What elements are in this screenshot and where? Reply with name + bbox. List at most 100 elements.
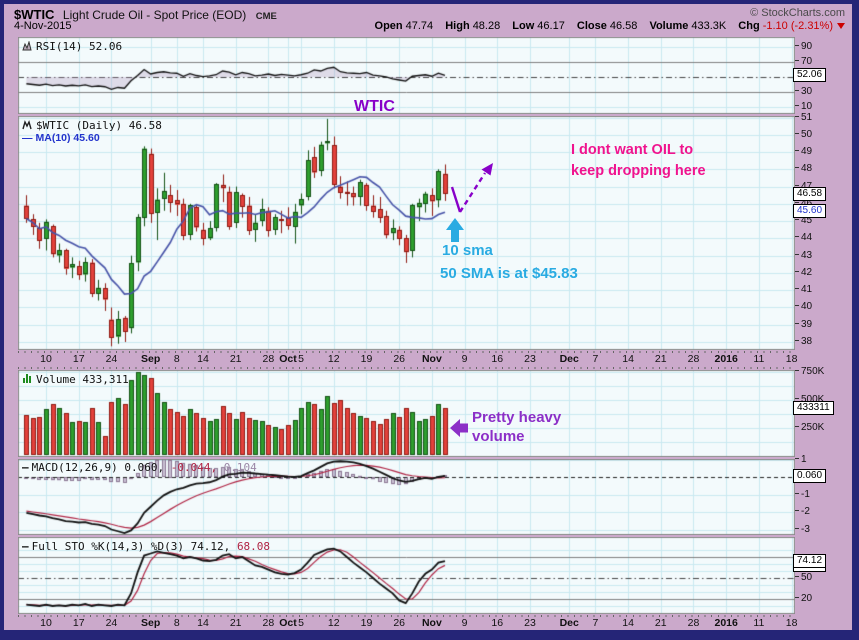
x-axis-label: 21 xyxy=(654,353,667,365)
chg-label: Chg xyxy=(738,20,760,32)
y-axis-tick: 42 xyxy=(795,267,812,279)
x-axis-label: 28 xyxy=(262,353,275,365)
x-axis-label: 11 xyxy=(753,353,765,365)
x-axis-label: 2016 xyxy=(714,353,738,365)
x-axis-label: 26 xyxy=(393,617,406,629)
x-axis-label: 21 xyxy=(654,617,667,629)
y-axis-tick: 70 xyxy=(795,56,812,68)
y-axis-tick: 46 xyxy=(795,198,812,210)
x-axis-label: 10 xyxy=(40,353,52,365)
x-axis-label: Sep xyxy=(141,353,161,365)
open-value: 47.74 xyxy=(405,20,434,32)
low-label: Low xyxy=(512,20,535,32)
x-axis-label: 7 xyxy=(592,617,599,629)
annotation-pink-line1: I dont want OIL to xyxy=(571,142,694,158)
y-axis-tick: 51 xyxy=(795,112,812,124)
x-axis-label: 28 xyxy=(262,617,275,629)
y-axis-tick: 750K xyxy=(795,366,824,378)
ma-line-sample: — xyxy=(22,132,33,144)
rsi-chart-icon xyxy=(22,40,32,51)
annotation-10sma: 10 sma xyxy=(442,242,493,259)
current-value-box: 45.60 xyxy=(793,203,827,218)
chart-title-row: $WTIC Light Crude Oil - Spot Price (EOD)… xyxy=(14,6,848,22)
low-value: 46.17 xyxy=(537,20,565,32)
x-axis-label: Dec xyxy=(559,617,579,629)
x-axis-label: Nov xyxy=(421,617,442,629)
price-chart-icon xyxy=(22,120,32,130)
change-down-triangle-icon xyxy=(837,23,845,29)
volume-panel-canvas xyxy=(18,370,795,457)
y-axis-tick: -1 xyxy=(795,489,810,501)
current-value-box: 433311 xyxy=(793,400,834,415)
y-axis-tick: 43 xyxy=(795,250,812,262)
x-axis-label: 11 xyxy=(753,617,765,629)
x-axis-label: 9 xyxy=(461,617,468,629)
chart-date: 4-Nov-2015 xyxy=(14,20,72,32)
current-value-box: 0.060 xyxy=(793,468,827,483)
chart-background: $WTIC Light Crude Oil - Spot Price (EOD)… xyxy=(4,4,852,633)
volume-legend: Volume 433,311 xyxy=(22,373,129,386)
date-axis-bottom: 10 17 24 Sep 8 14 21 28 Oct 5 12 19 26 Nov 9 16 23 Dec 7 14… xyxy=(18,615,798,633)
x-axis-label: 16 xyxy=(491,617,504,629)
x-axis-label: 23 xyxy=(524,617,536,629)
chg-value: -1.10 (-2.31%) xyxy=(762,20,833,32)
x-axis-label: 2016 xyxy=(714,617,738,629)
annotation-volume-line1: Pretty heavy xyxy=(472,409,562,426)
x-axis-label: 12 xyxy=(327,617,340,629)
close-label: Close xyxy=(576,20,607,32)
rsi-legend: RSI(14) 52.06 xyxy=(22,40,122,53)
x-axis-label: 17 xyxy=(72,617,85,629)
x-axis-label: Dec xyxy=(559,353,579,365)
rsi-panel-canvas xyxy=(18,37,795,114)
ma-legend: — MA(10) 45.60 xyxy=(22,132,100,144)
volume-bars-icon xyxy=(23,374,31,383)
x-axis-label: 18 xyxy=(785,617,798,629)
date-axis-middle: 10 17 24 Sep 8 14 21 28 Oct 5 12 19 26 Nov 9 16 23 Dec 7 14… xyxy=(18,351,798,369)
x-axis-label: Oct xyxy=(279,617,297,629)
instrument-title: Light Crude Oil - Spot Price (EOD) xyxy=(62,8,247,22)
stochastics-panel-canvas xyxy=(18,537,795,614)
annotation-heavy-volume: Pretty heavy volume xyxy=(472,408,561,446)
y-axis-tick: 40 xyxy=(795,301,812,313)
y-axis-tick: 49 xyxy=(795,146,812,158)
x-axis-label: 14 xyxy=(622,353,634,365)
y-axis-tick: 47 xyxy=(795,181,812,193)
y-axis-tick: 20 xyxy=(795,593,812,605)
y-axis-tick: 1 xyxy=(795,454,807,466)
y-axis-tick: 250K xyxy=(795,422,824,434)
x-axis-label: 28 xyxy=(687,617,700,629)
price-legend: $WTIC (Daily) 46.58 xyxy=(22,119,162,132)
x-axis-label: 14 xyxy=(622,617,634,629)
sto-line-sample: — xyxy=(22,540,29,553)
y-axis-tick: 50 xyxy=(795,572,812,584)
stochastics-legend: — Full STO %K(14,3) %D(3) 74.12, 68.08 xyxy=(22,540,271,553)
x-axis-label: 5 xyxy=(298,617,304,629)
y-axis-tick: 50 xyxy=(795,129,812,141)
exchange-label: CME xyxy=(255,11,277,22)
macd-legend: — MACD(12,26,9) 0.060, -0.044, 0.104 xyxy=(22,461,257,474)
annotation-50sma: 50 SMA is at $45.83 xyxy=(440,265,578,282)
x-axis-label: 21 xyxy=(229,353,242,365)
volume-label: Volume xyxy=(649,20,689,32)
x-axis-label: 14 xyxy=(197,353,209,365)
annotation-dont-want-oil: I dont want OIL to keep dropping here xyxy=(571,140,706,182)
y-axis-tick: 90 xyxy=(795,41,812,53)
open-label: Open xyxy=(374,20,403,32)
volume-value: 433.3K xyxy=(691,20,727,32)
y-axis-tick: 44 xyxy=(795,232,812,244)
x-axis-label: 18 xyxy=(785,353,798,365)
quote-row: 4-Nov-2015 Open 47.74 High 48.28 Low 46.17 … xyxy=(14,20,848,33)
y-axis-tick: 500K xyxy=(795,394,824,406)
annotation-volume-line2: volume xyxy=(472,428,525,445)
x-axis-label: Oct xyxy=(279,353,297,365)
x-axis-label: 8 xyxy=(173,353,180,365)
high-label: High xyxy=(445,20,470,32)
current-value-box: 46.58 xyxy=(793,186,827,201)
x-axis-label: 17 xyxy=(72,353,85,365)
x-axis-label: 23 xyxy=(524,353,536,365)
stockcharts-credit: © StockCharts.com xyxy=(750,7,845,19)
x-axis-label: 16 xyxy=(491,353,504,365)
x-axis-label: 12 xyxy=(327,353,340,365)
annotation-wtic: WTIC xyxy=(354,98,395,115)
x-axis-label: 19 xyxy=(360,617,373,629)
